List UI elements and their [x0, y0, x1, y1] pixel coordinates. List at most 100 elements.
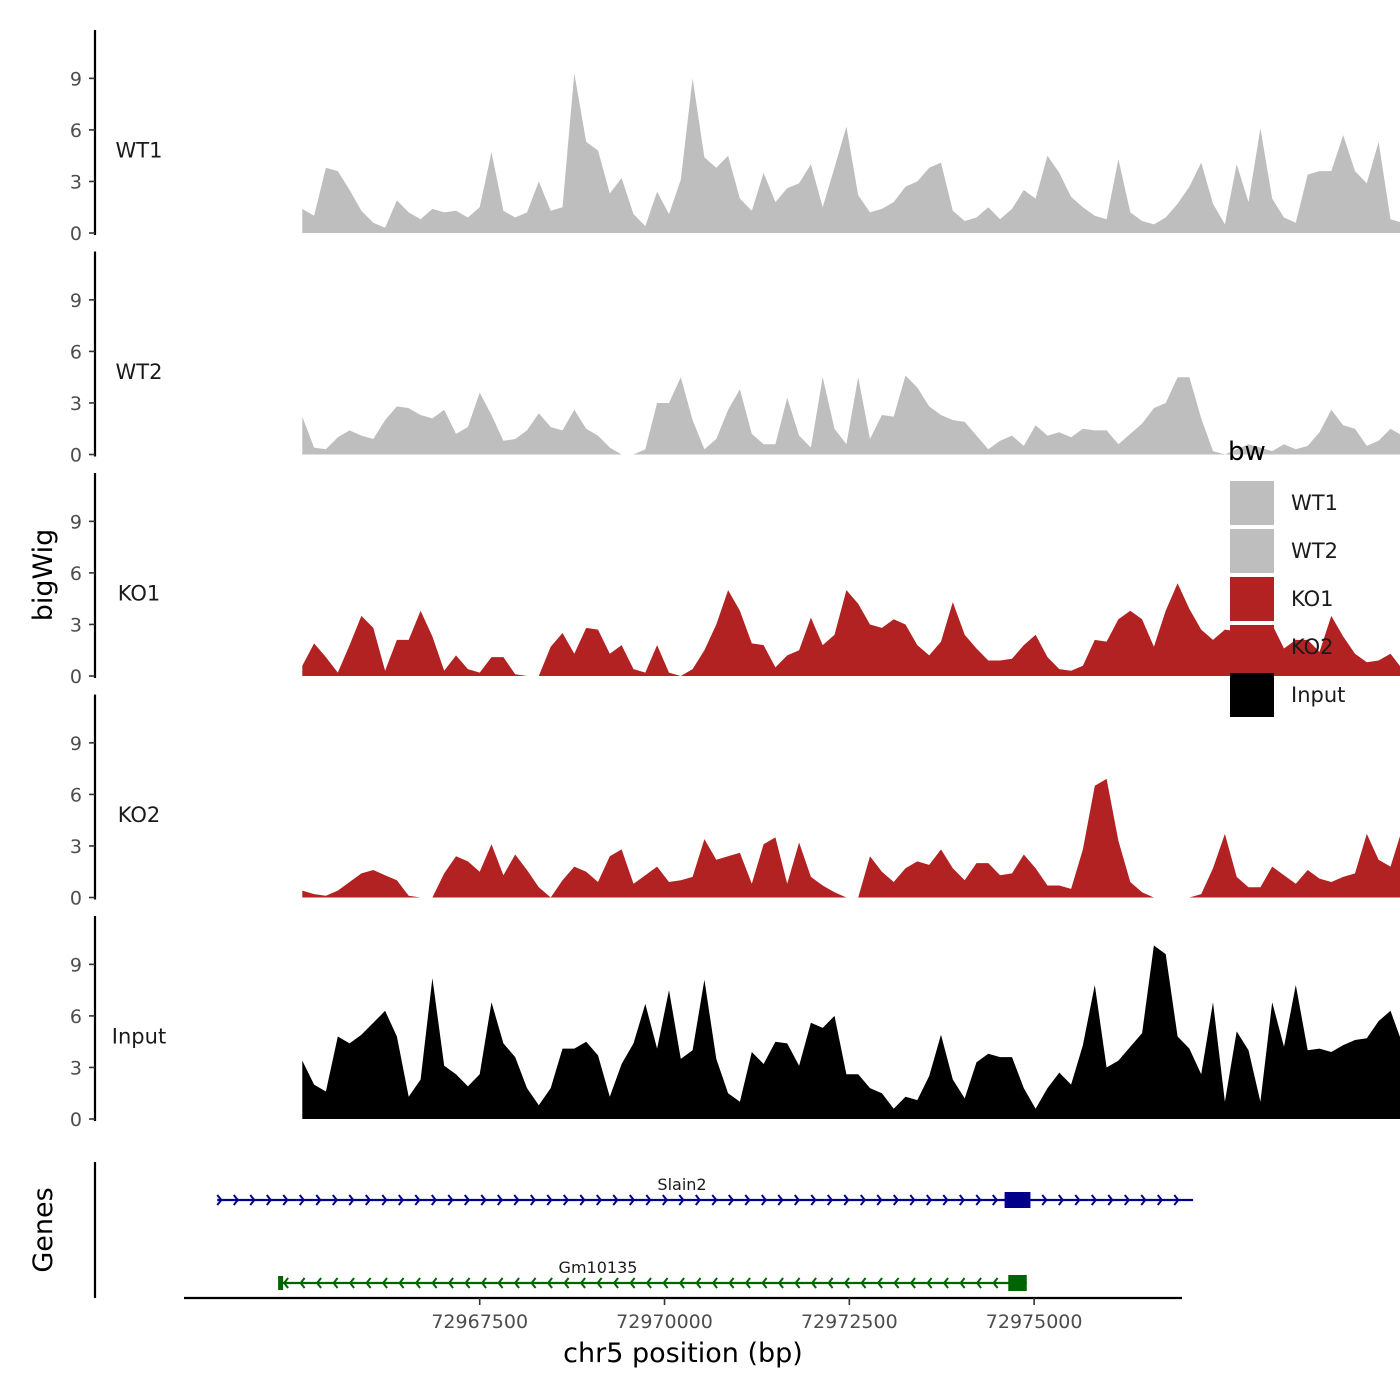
legend-label: WT1 [1291, 491, 1338, 515]
track-label: KO1 [118, 582, 161, 606]
y-tick-label: 6 [70, 563, 82, 585]
strand-arrow [843, 1277, 850, 1289]
strand-arrow [463, 1194, 471, 1206]
legend-swatch [1230, 529, 1274, 573]
strand-arrow [628, 1194, 636, 1206]
strand-arrow [513, 1277, 520, 1289]
track-label: WT2 [116, 360, 163, 384]
strand-arrow [661, 1194, 669, 1206]
x-tick-label: 72972500 [801, 1311, 898, 1333]
y-tick-label: 0 [70, 223, 82, 245]
strand-arrow [777, 1194, 784, 1206]
gene-label: Gm10135 [559, 1258, 638, 1277]
strand-arrow [563, 1277, 570, 1289]
strand-arrow [431, 1277, 438, 1289]
strand-arrow [612, 1194, 619, 1206]
strand-arrow [1173, 1194, 1180, 1206]
strand-arrow [496, 1194, 504, 1206]
gene-Slain2: Slain2 [216, 1175, 1194, 1208]
strand-arrow [298, 1194, 306, 1206]
y-tick-label: 3 [70, 836, 82, 858]
strand-arrow [464, 1277, 471, 1289]
y-tick-label: 3 [70, 393, 82, 415]
strand-arrow [991, 1194, 999, 1206]
gene-track: Genes Slain2 Gm10135 [28, 1162, 1194, 1298]
legend-label: Input [1291, 683, 1345, 707]
strand-arrow [480, 1194, 487, 1206]
strand-arrow [942, 1277, 949, 1289]
gene-track-title: Genes [28, 1187, 59, 1272]
strand-arrow [348, 1277, 355, 1289]
strand-arrow [843, 1194, 850, 1206]
track-KO2: 0 3 6 9 KO2 [70, 694, 1400, 910]
strand-arrow [315, 1194, 322, 1206]
strand-arrow [727, 1194, 735, 1206]
y-tick-label: 9 [70, 511, 82, 533]
y-tick-label: 9 [70, 290, 82, 312]
strand-arrow [926, 1277, 933, 1289]
y-tick-label: 3 [70, 171, 82, 193]
strand-arrow [1057, 1194, 1065, 1206]
y-axis-title: bigWig [28, 529, 59, 622]
y-tick-label: 6 [70, 120, 82, 142]
strand-arrow [992, 1277, 999, 1289]
strand-arrow [414, 1194, 421, 1206]
strand-arrow [282, 1277, 289, 1289]
strand-arrow [777, 1277, 784, 1289]
y-tick-label: 3 [70, 1057, 82, 1079]
strand-arrow [876, 1277, 883, 1289]
strand-arrow [249, 1194, 256, 1206]
strand-arrow [645, 1194, 652, 1206]
strand-arrow [711, 1277, 718, 1289]
strand-arrow [1074, 1194, 1081, 1206]
strand-arrow [1090, 1194, 1098, 1206]
gene-label: Slain2 [657, 1175, 706, 1194]
x-tick-label: 72970000 [616, 1311, 713, 1333]
strand-arrow [1107, 1194, 1114, 1206]
strand-arrow [892, 1194, 900, 1206]
strand-arrow [678, 1194, 685, 1206]
strand-arrow [975, 1194, 982, 1206]
strand-arrow [348, 1194, 355, 1206]
strand-arrow [546, 1277, 553, 1289]
strand-arrow [810, 1194, 817, 1206]
strand-arrow [744, 1277, 751, 1289]
strand-arrow [678, 1277, 685, 1289]
strand-arrow [315, 1277, 322, 1289]
y-tick-label: 9 [70, 954, 82, 976]
strand-arrow [629, 1277, 636, 1289]
y-tick-label: 6 [70, 341, 82, 363]
strand-arrow [579, 1277, 586, 1289]
strand-arrow [497, 1277, 504, 1289]
legend-item-WT2: WT2 [1230, 529, 1338, 573]
strand-arrow [1140, 1194, 1147, 1206]
strand-arrow [612, 1277, 619, 1289]
strand-arrow [728, 1277, 735, 1289]
strand-arrow [827, 1277, 834, 1289]
strand-arrow [744, 1194, 751, 1206]
track-label: KO2 [118, 803, 161, 827]
strand-arrow [216, 1194, 223, 1206]
legend-label: KO2 [1291, 635, 1334, 659]
legend: bw WT1 WT2 KO1 KO2 Input [1228, 437, 1345, 717]
legend-swatch [1230, 625, 1274, 669]
legend-item-KO1: KO1 [1230, 577, 1334, 621]
strand-arrow [331, 1194, 339, 1206]
y-tick-label: 9 [70, 733, 82, 755]
signal-area-KO2 [302, 778, 1400, 898]
strand-arrow [810, 1277, 817, 1289]
legend-title: bw [1228, 437, 1266, 467]
signal-area-Input [302, 945, 1400, 1119]
track-label: WT1 [116, 139, 163, 163]
signal-area-KO1 [302, 583, 1400, 676]
x-axis: chr5 position (bp) 72967500 72970000 72972… [184, 1296, 1182, 1369]
strand-arrow [365, 1277, 372, 1289]
y-tick-label: 0 [70, 1109, 82, 1131]
strand-arrow [397, 1194, 405, 1206]
strand-arrow [414, 1277, 421, 1289]
strand-arrow [299, 1277, 306, 1289]
y-tick-label: 6 [70, 1006, 82, 1028]
strand-arrow [381, 1277, 388, 1289]
strand-arrow [1123, 1194, 1131, 1206]
